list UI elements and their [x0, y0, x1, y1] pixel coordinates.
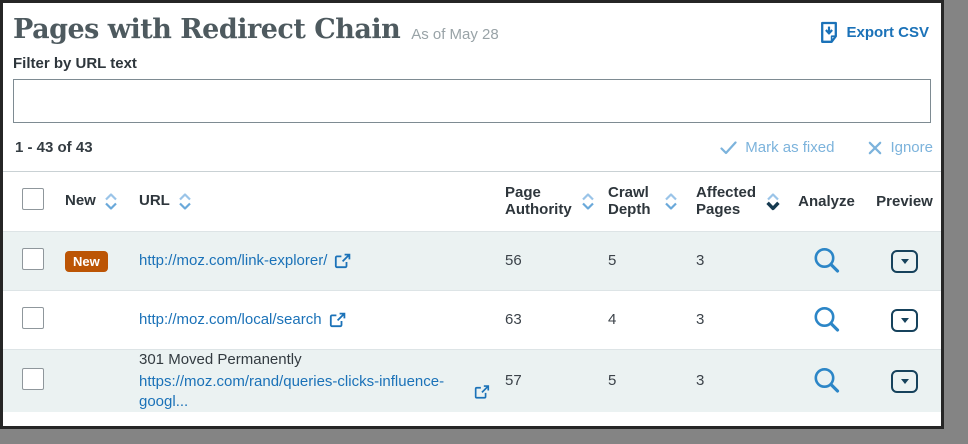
- select-all-checkbox[interactable]: [22, 188, 44, 211]
- url-link[interactable]: http://moz.com/local/search: [139, 311, 346, 328]
- column-header-affected-pages: Affected Pages: [696, 184, 757, 218]
- preview-button[interactable]: [891, 369, 918, 393]
- mark-as-fixed-label: Mark as fixed: [745, 139, 835, 157]
- analyze-button[interactable]: [812, 305, 842, 335]
- table-row: 301 Moved Permanently https://moz.com/ra…: [3, 349, 941, 413]
- table-row: New http://moz.com/link-explorer/ 56 5 3: [3, 231, 941, 291]
- export-csv-button[interactable]: Export CSV: [819, 21, 929, 44]
- filter-block: Filter by URL text: [3, 46, 941, 124]
- affected-pages-value: 3: [696, 372, 705, 390]
- external-link-icon: [335, 253, 351, 268]
- analyze-button[interactable]: [812, 246, 842, 276]
- caret-down-icon: [900, 258, 909, 264]
- export-csv-label: Export CSV: [846, 24, 929, 41]
- app-window: Pages with Redirect Chain As of May 28 E…: [0, 0, 944, 429]
- preview-button[interactable]: [891, 308, 918, 332]
- check-icon: [720, 141, 737, 154]
- crawl-depth-value: 5: [608, 372, 617, 390]
- crawl-depth-value: 4: [608, 311, 617, 329]
- document-download-icon: [821, 21, 838, 43]
- column-header-preview: Preview: [876, 193, 933, 211]
- page-authority-value: 63: [505, 311, 522, 329]
- redirect-status-text: 301 Moved Permanently: [139, 351, 302, 369]
- external-link-icon: [475, 385, 490, 399]
- preview-button[interactable]: [891, 249, 918, 273]
- page-title: Pages with Redirect Chain: [13, 14, 401, 45]
- url-link[interactable]: https://moz.com/rand/queries-clicks-infl…: [139, 372, 490, 413]
- table-header: New URL Page Authority Crawl Depth: [3, 171, 941, 231]
- sort-chevrons-icon[interactable]: [103, 192, 119, 211]
- column-header-crawl-depth: Crawl Depth: [608, 184, 651, 218]
- row-checkbox[interactable]: [22, 247, 44, 270]
- column-header-url: URL: [139, 192, 170, 210]
- filter-label: Filter by URL text: [13, 55, 137, 73]
- caret-down-icon: [900, 378, 909, 384]
- page-header: Pages with Redirect Chain As of May 28 E…: [3, 3, 941, 46]
- url-link[interactable]: http://moz.com/link-explorer/: [139, 252, 351, 269]
- x-icon: [869, 141, 882, 155]
- page-authority-value: 56: [505, 252, 522, 270]
- column-header-analyze: Analyze: [798, 193, 855, 211]
- sort-chevrons-icon-active-desc[interactable]: [765, 192, 781, 211]
- magnifier-icon: [814, 248, 839, 273]
- caret-down-icon: [900, 317, 909, 323]
- toolbar-actions: Mark as fixed Ignore: [720, 139, 933, 156]
- column-header-page-authority: Page Authority: [505, 184, 572, 218]
- sort-chevrons-icon[interactable]: [580, 192, 596, 211]
- row-checkbox[interactable]: [22, 306, 44, 329]
- page-authority-value: 57: [505, 372, 522, 390]
- url-text: http://moz.com/local/search: [139, 311, 322, 329]
- affected-pages-value: 3: [696, 311, 705, 329]
- result-count: 1 - 43 of 43: [15, 139, 93, 157]
- table-row: http://moz.com/local/search 63 4 3: [3, 290, 941, 349]
- new-badge: New: [65, 250, 108, 273]
- ignore-button[interactable]: Ignore: [868, 139, 933, 156]
- toolbar: 1 - 43 of 43 Mark as fixed Ignore: [3, 123, 941, 171]
- magnifier-icon: [814, 307, 839, 332]
- sort-chevrons-icon[interactable]: [177, 192, 193, 211]
- filter-input[interactable]: [13, 79, 931, 124]
- url-text: https://moz.com/rand/queries-clicks-infl…: [139, 372, 445, 410]
- ignore-label: Ignore: [890, 139, 933, 157]
- as-of-date: As of May 28: [411, 26, 499, 43]
- crawl-depth-value: 5: [608, 252, 617, 270]
- mark-as-fixed-button[interactable]: Mark as fixed: [720, 139, 834, 156]
- url-text: http://moz.com/link-explorer/: [139, 252, 328, 270]
- affected-pages-value: 3: [696, 252, 705, 270]
- sort-chevrons-icon[interactable]: [663, 192, 679, 211]
- magnifier-icon: [814, 368, 839, 393]
- analyze-button[interactable]: [812, 366, 842, 396]
- row-checkbox[interactable]: [22, 367, 44, 390]
- external-link-icon: [329, 312, 345, 327]
- column-header-new: New: [65, 192, 96, 210]
